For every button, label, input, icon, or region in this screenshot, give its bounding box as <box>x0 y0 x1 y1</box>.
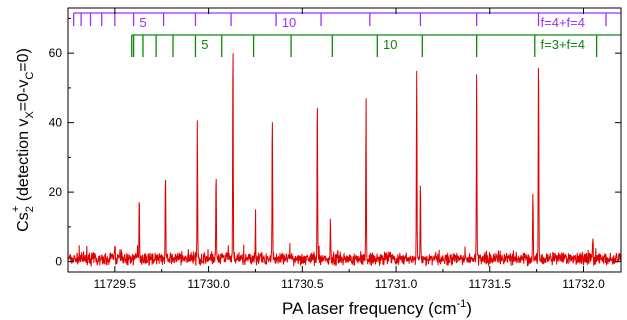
axes: 11729.5 11730.0 11730.5 11731.0 11731.5 11732… <box>49 8 621 291</box>
y-tick-label: 20 <box>49 185 63 199</box>
x-tick-label: 11730.5 <box>281 277 324 291</box>
progression-markers: 5 10 f=4+f=4 5 10 f=3+f=4 <box>72 12 621 57</box>
x-tick-label: 11732.0 <box>562 277 605 291</box>
progression-label: f=4+f=4 <box>541 15 585 30</box>
x-tick-label: 11730.0 <box>187 277 230 291</box>
x-tick-label: 11729.5 <box>94 277 137 291</box>
progression-label: f=3+f=4 <box>541 37 585 52</box>
y-axis-title: Cs2+ (detection vX=0-vC=0) <box>10 48 36 232</box>
x-tick-label: 11731.0 <box>375 277 418 291</box>
progression-number: 10 <box>282 15 296 30</box>
progression-1: 5 10 f=3+f=4 <box>131 34 621 57</box>
progression-number: 5 <box>139 15 146 30</box>
y-tick-label: 0 <box>55 255 62 269</box>
progression-number: 5 <box>201 37 208 52</box>
y-tick-label: 40 <box>49 116 63 130</box>
progression-0: 5 10 f=4+f=4 <box>72 12 621 30</box>
progression-number: 10 <box>383 37 397 52</box>
x-axis-title: PA laser frequency (cm-1) <box>282 298 472 318</box>
signal-trace <box>67 53 622 267</box>
plot-frame <box>67 7 622 273</box>
x-tick-label: 11731.5 <box>469 277 512 291</box>
y-tick-label: 60 <box>49 46 63 60</box>
